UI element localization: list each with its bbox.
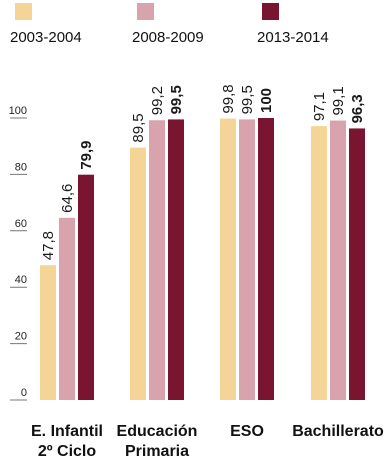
value-label-2013-2014-3: 96,3 [349,94,366,123]
legend-swatch-2003-2004 [15,3,32,20]
bar-2008-2009-0 [59,217,75,400]
bar-2013-2014-3 [349,128,365,400]
legend: 2003-2004 2008-2009 2013-2014 [10,3,329,46]
value-label-2008-2009-1: 99,2 [149,86,166,115]
value-label-2003-2004-1: 89,5 [130,113,147,142]
bar-2003-2004-3 [311,126,327,400]
category-label-3-0: Bachillerato [292,423,384,440]
y-axis: 0 20 40 60 80 100 [9,105,27,401]
bar-2008-2009-1 [149,120,165,401]
bar-2003-2004-2 [220,118,236,401]
bar-2013-2014-1 [168,119,184,400]
category-label-0-1: 2º Ciclo [38,443,97,460]
category-label-1-1: Primaria [125,443,189,460]
bar-2008-2009-2 [239,119,255,400]
y-tick-label-40: 40 [15,274,27,286]
category-label-2-0: ESO [230,423,264,440]
value-label-2008-2009-3: 99,1 [330,86,347,115]
legend-swatch-2013-2014 [262,3,279,20]
category-label-1-0: Educación [117,423,198,440]
y-tick-label-80: 80 [15,161,27,173]
value-label-2003-2004-0: 47,8 [40,231,57,260]
bar-2013-2014-0 [78,174,94,400]
value-labels: 47,889,599,8 97,164,699,2 99,5 99,179,999,5… [40,84,366,260]
bar-2013-2014-2 [258,118,274,400]
y-tick-label-20: 20 [15,331,27,343]
value-label-2003-2004-2: 99,8 [220,84,237,113]
y-tick-label-100: 100 [9,105,27,117]
value-label-2008-2009-0: 64,6 [59,184,76,213]
bar-2003-2004-0 [40,265,56,400]
bar-2003-2004-1 [130,147,146,400]
category-labels: E. Infantil 2º Ciclo Educación Primaria ESO B… [31,423,384,460]
bar-2008-2009-3 [330,120,346,401]
legend-label-2008-2009: 2008-2009 [132,29,204,46]
value-label-2013-2014-1: 99,5 [168,85,185,114]
value-label-2008-2009-2: 99,5 [239,85,256,114]
legend-label-2003-2004: 2003-2004 [10,29,82,46]
value-label-2013-2014-0: 79,9 [78,140,95,169]
legend-swatch-2008-2009 [137,3,154,20]
y-tick-label-0: 0 [21,387,27,399]
value-label-2003-2004-3: 97,1 [311,92,328,121]
category-label-0-0: E. Infantil [31,423,103,440]
legend-label-2013-2014: 2013-2014 [257,29,329,46]
bars [40,118,365,401]
value-label-2013-2014-2: 100 [258,88,275,113]
y-tick-label-60: 60 [15,218,27,230]
